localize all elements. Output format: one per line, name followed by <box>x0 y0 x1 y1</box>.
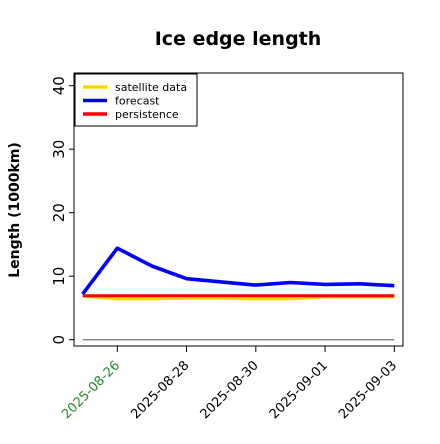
y-tick-label-0: 0 <box>50 335 68 345</box>
y-tick-label-4: 40 <box>50 76 68 95</box>
y-axis-label: Length (1000km) <box>7 142 23 278</box>
legend-label-2: persistence <box>115 108 179 121</box>
y-tick-label-1: 10 <box>50 267 68 286</box>
y-tick-label-3: 30 <box>50 140 68 159</box>
x-tick-label-1: 2025-08-28 <box>128 358 192 422</box>
plot-frame <box>73 72 404 347</box>
chart-title: Ice edge length <box>155 28 322 50</box>
x-tick-label-0: 2025-08-26 <box>59 358 123 422</box>
series-line-1 <box>81 246 395 295</box>
y-tick-label-2: 20 <box>50 203 68 222</box>
legend-label-1: forecast <box>115 95 160 108</box>
x-tick-label-4: 2025-09-03 <box>336 358 400 422</box>
x-tick-label-2: 2025-08-30 <box>198 358 262 422</box>
legend-label-0: satellite data <box>115 81 187 94</box>
x-tick-label-3: 2025-09-01 <box>267 358 331 422</box>
